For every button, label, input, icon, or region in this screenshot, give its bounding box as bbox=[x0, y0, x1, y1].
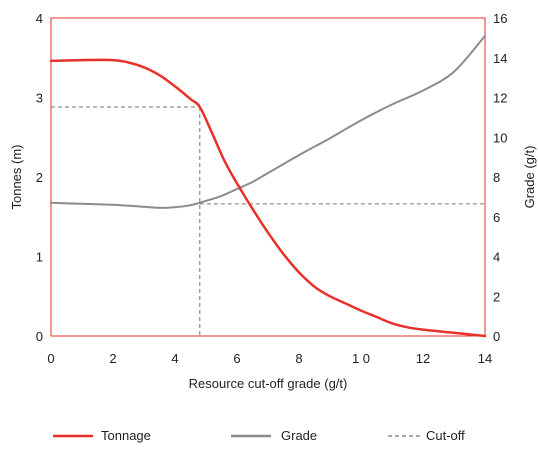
y2-axis-label: Grade (g/t) bbox=[522, 146, 537, 209]
y2-tick-label: 14 bbox=[493, 51, 507, 66]
x-axis-ticks: 0 2 4 6 8 1 0 12 14 bbox=[47, 351, 492, 366]
legend: Tonnage Grade Cut-off bbox=[53, 428, 465, 443]
x-tick-label: 4 bbox=[171, 351, 178, 366]
cutoff-lines bbox=[51, 106, 485, 336]
y2-tick-label: 8 bbox=[493, 170, 500, 185]
x-tick-label: 12 bbox=[416, 351, 430, 366]
series-line-grade bbox=[50, 34, 486, 209]
y-tick-label: 3 bbox=[36, 91, 43, 106]
y2-tick-label: 2 bbox=[493, 289, 500, 304]
x-tick-label: 0 bbox=[47, 351, 54, 366]
y-tick-label: 1 bbox=[36, 250, 43, 265]
plot-frame bbox=[50, 17, 486, 337]
y2-tick-label: 10 bbox=[493, 130, 507, 145]
y2-tick-label: 6 bbox=[493, 210, 500, 225]
legend-item-tonnage: Tonnage bbox=[53, 428, 151, 443]
legend-item-grade: Grade bbox=[231, 428, 317, 443]
legend-item-cutoff: Cut-off bbox=[388, 428, 465, 443]
x-tick-label: 8 bbox=[295, 351, 302, 366]
x-tick-label: 1 0 bbox=[352, 351, 370, 366]
y-tick-label: 2 bbox=[36, 170, 43, 185]
x-tick-label: 14 bbox=[478, 351, 492, 366]
y-axis-ticks: 0 1 2 3 4 bbox=[36, 11, 43, 344]
legend-label-cutoff: Cut-off bbox=[426, 428, 465, 443]
y2-tick-label: 0 bbox=[493, 329, 500, 344]
y2-axis-ticks: 0 2 4 6 8 10 12 14 16 bbox=[493, 11, 507, 344]
y-tick-label: 0 bbox=[36, 329, 43, 344]
series-layer bbox=[49, 34, 487, 338]
y2-tick-label: 4 bbox=[493, 250, 500, 265]
series-line-tonnage bbox=[49, 58, 487, 338]
y-axis-label: Tonnes (m) bbox=[9, 144, 24, 209]
y2-tick-label: 16 bbox=[493, 11, 507, 26]
y2-tick-label: 12 bbox=[493, 91, 507, 106]
x-tick-label: 6 bbox=[233, 351, 240, 366]
legend-label-grade: Grade bbox=[281, 428, 317, 443]
y-tick-label: 4 bbox=[36, 11, 43, 26]
x-axis-label: Resource cut-off grade (g/t) bbox=[189, 376, 348, 391]
legend-label-tonnage: Tonnage bbox=[101, 428, 151, 443]
x-tick-label: 2 bbox=[109, 351, 116, 366]
